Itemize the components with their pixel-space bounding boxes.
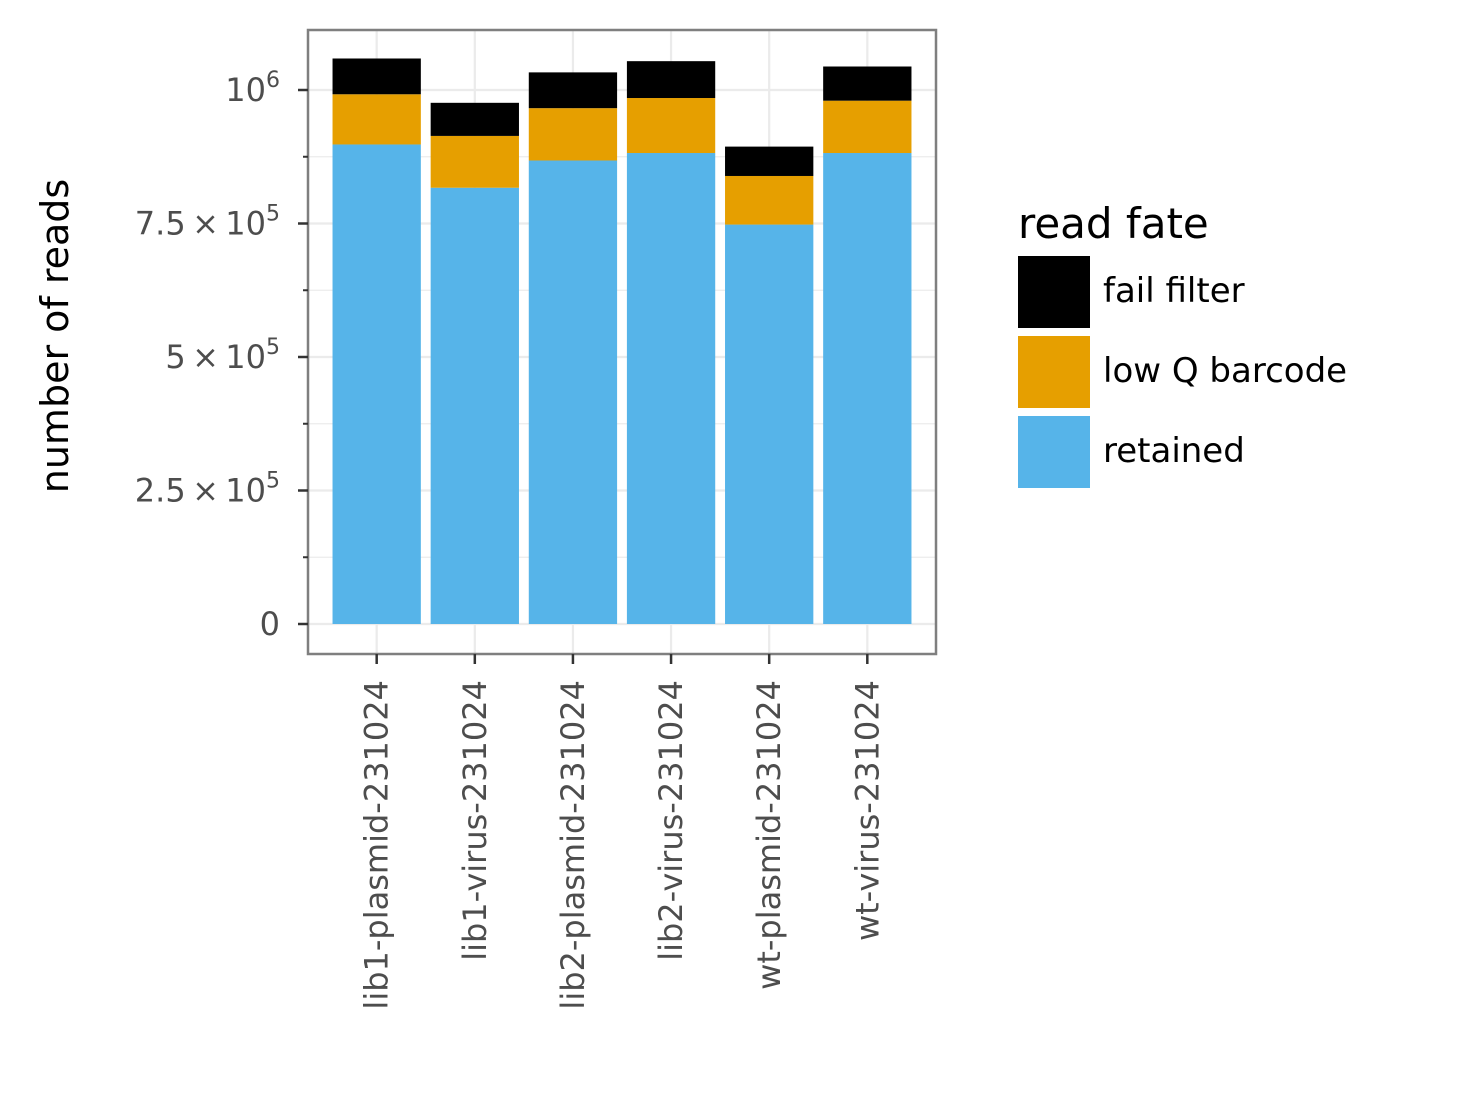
legend-key-retained [1018,416,1090,488]
bar-segment-low-q-barcode [725,175,814,225]
bar-stack-wt-plasmid-231024 [725,146,814,624]
x-tick-label: wt-virus-231024 [848,680,886,941]
legend-label: low Q barcode [1103,351,1347,391]
bar-segment-fail-filter [823,66,912,101]
bar-segment-fail-filter [332,58,421,95]
legend: read fate fail filter low Q barcode retain… [1018,199,1347,488]
x-axis: lib1-plasmid-231024 lib1-virus-231024 lib2… [358,654,886,1010]
legend-title: read fate [1018,199,1209,248]
bar-segment-retained [332,144,421,624]
legend-label: retained [1103,431,1245,471]
bar-segment-retained [626,153,716,624]
bar-segment-retained [528,160,618,624]
bar-segment-fail-filter [430,102,519,136]
bar-segment-retained [823,153,912,624]
y-axis-title: number of reads [33,179,77,493]
bar-stack-lib2-plasmid-231024 [528,72,618,624]
y-tick-label: 5 × 105 [165,335,280,376]
bar-stack-wt-virus-231024 [823,66,912,624]
legend-label: fail filter [1103,271,1245,311]
bar-stack-lib1-plasmid-231024 [332,58,421,624]
bar-segment-fail-filter [528,72,618,109]
x-tick-label: lib1-plasmid-231024 [358,680,396,1010]
x-tick-label: wt-plasmid-231024 [750,680,788,990]
bar-segment-low-q-barcode [528,108,618,161]
y-axis: 0 2.5 × 105 5 × 105 7.5 × 105 106 [135,68,308,643]
y-tick-label: 0 [260,605,280,643]
bar-segment-low-q-barcode [430,135,519,188]
bar-segment-fail-filter [725,146,814,176]
bar-stack-lib1-virus-231024 [430,102,519,625]
bar-segment-low-q-barcode [626,98,716,154]
legend-key-low-q-barcode [1018,336,1090,408]
bar-segment-low-q-barcode [823,100,912,154]
x-tick-label: lib1-virus-231024 [456,680,494,961]
y-tick-label: 2.5 × 105 [135,469,280,510]
x-tick-label: lib2-plasmid-231024 [554,680,592,1010]
bar-stack-lib2-virus-231024 [626,61,716,624]
y-tick-label: 106 [225,68,280,109]
y-tick-label: 7.5 × 105 [135,202,280,243]
bar-segment-low-q-barcode [332,94,421,145]
plot-panel-border [306,28,938,656]
x-tick-label: lib2-virus-231024 [652,680,690,961]
bar-segment-retained [430,187,519,625]
bar-segment-retained [725,224,814,624]
legend-key-fail-filter [1018,256,1090,328]
bar-stacks [332,58,912,625]
bar-segment-fail-filter [626,61,716,99]
